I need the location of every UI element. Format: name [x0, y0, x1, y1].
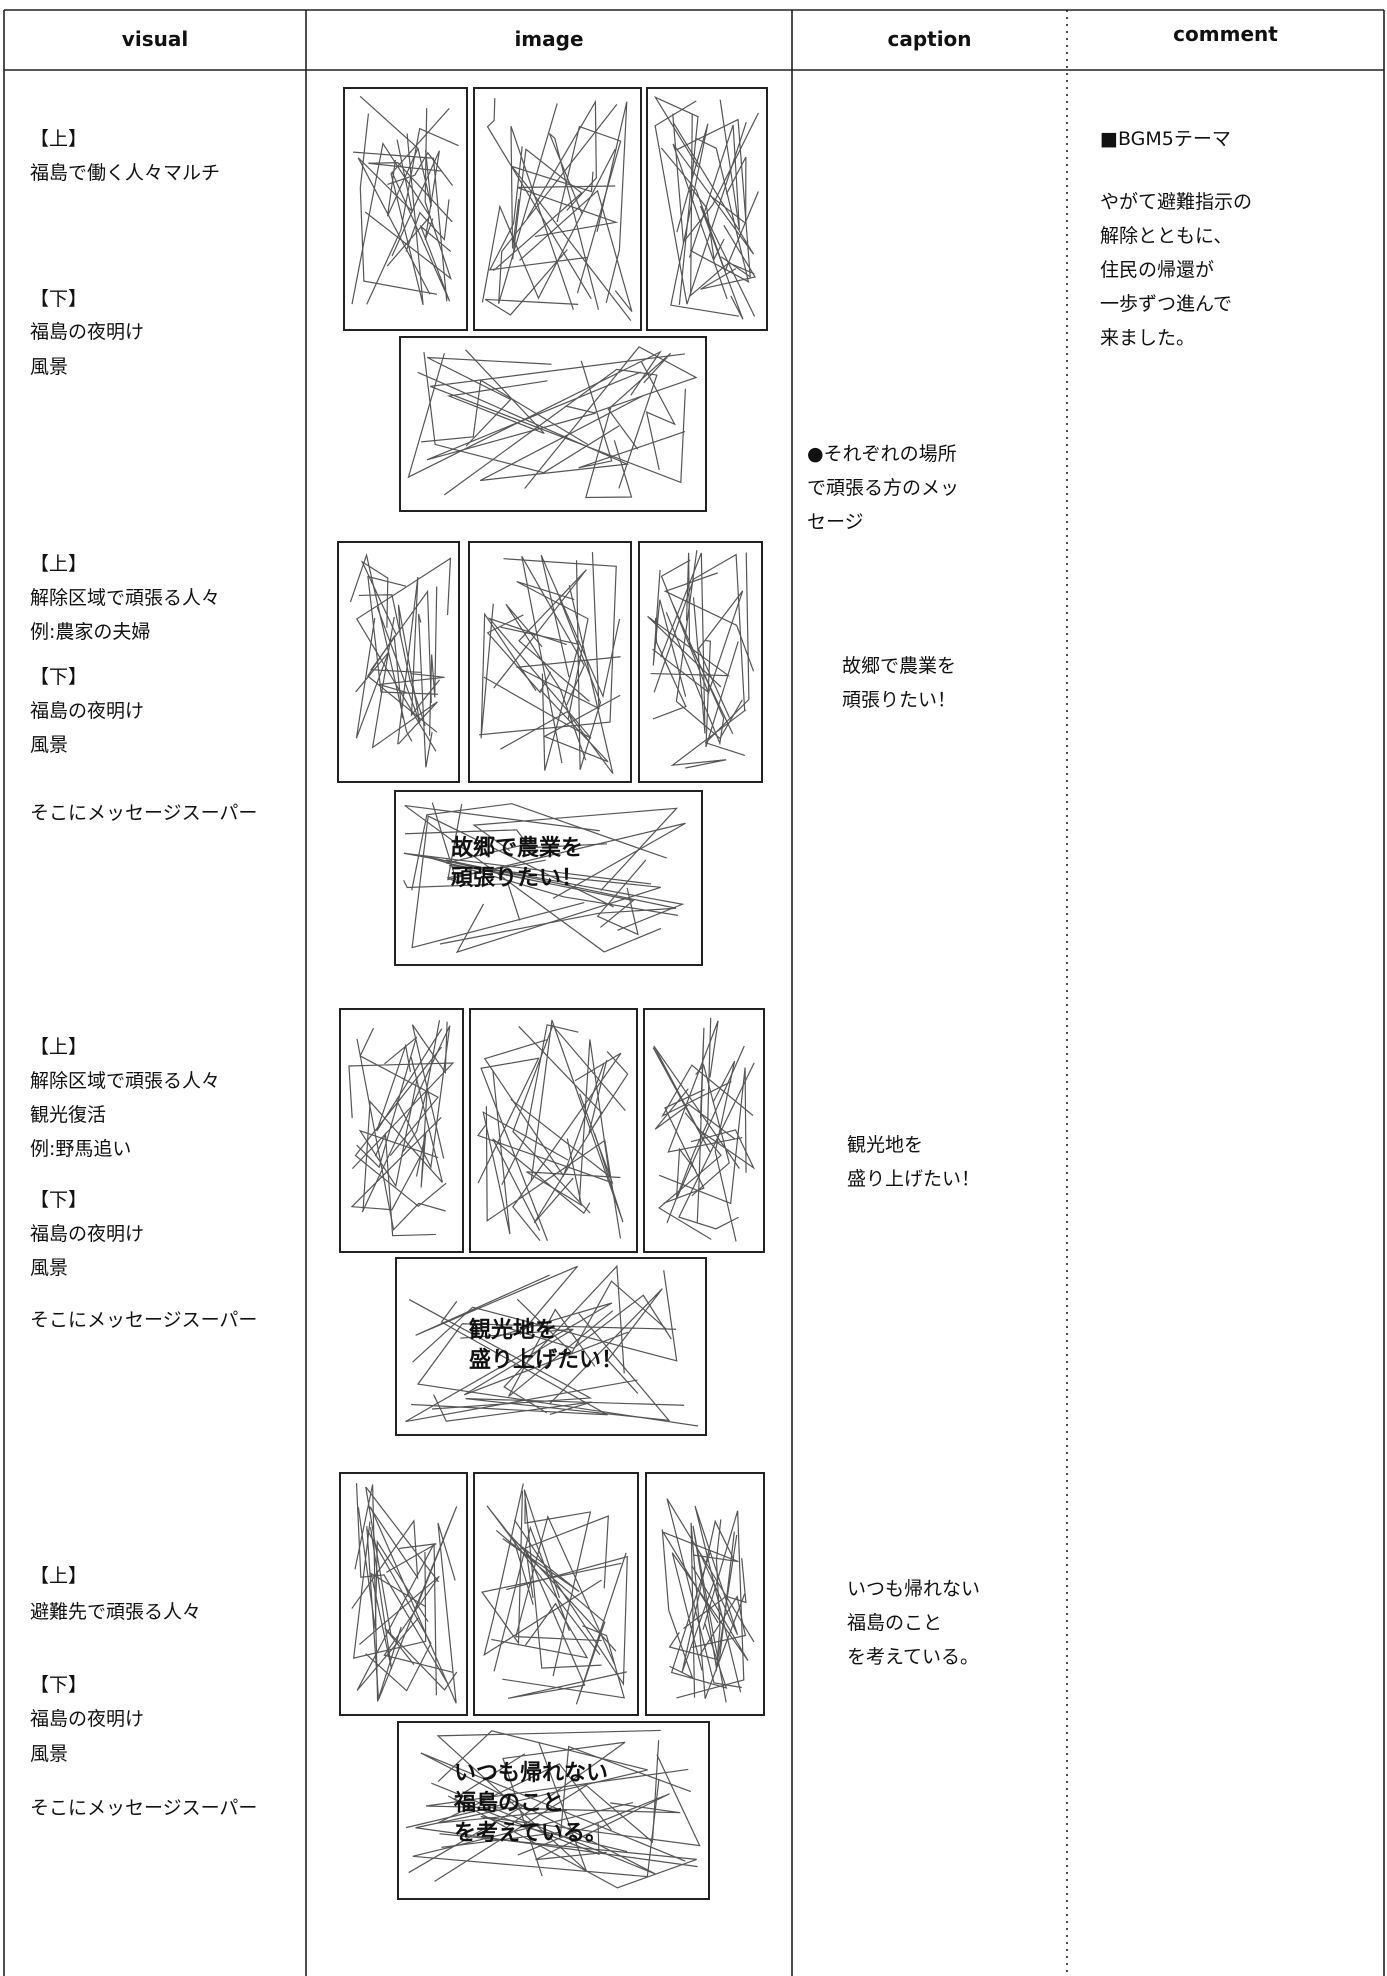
caption-text: 観光地を — [847, 1134, 924, 1156]
column-header: comment — [1173, 22, 1278, 46]
comment-text: ■BGM5テーマ — [1100, 128, 1231, 150]
visual-text: 福島の夜明け — [30, 321, 145, 343]
comment-text: 住民の帰還が — [1100, 259, 1215, 281]
visual-text: そこにメッセージスーパー — [30, 802, 258, 824]
comment-text: 来ました。 — [1100, 327, 1196, 349]
sketch-panel — [473, 87, 642, 331]
caption-text: 盛り上げたい！ — [847, 1168, 981, 1190]
visual-text: 【上】 — [30, 553, 88, 575]
super-text: 福島のこと — [454, 1791, 565, 1816]
visual-text: そこにメッセージスーパー — [30, 1797, 258, 1819]
visual-text: 例:農家の夫婦 — [30, 621, 151, 643]
sketch-panel — [339, 1472, 468, 1716]
sketch-panel — [469, 1008, 638, 1253]
caption-text: いつも帰れない — [847, 1578, 981, 1600]
visual-text: 福島で働く人々マルチ — [30, 162, 221, 184]
sketch-panel — [646, 87, 768, 331]
super-text: いつも帰れない — [454, 1761, 609, 1786]
visual-text: 【下】 — [30, 288, 88, 310]
sketch-panel — [399, 336, 707, 512]
caption-text: 福島のこと — [847, 1612, 943, 1634]
visual-text: 【下】 — [30, 666, 88, 688]
caption-text: セージ — [807, 511, 864, 533]
sketch-panel — [643, 1008, 765, 1253]
sketch-panel — [397, 1721, 710, 1900]
comment-text: やがて避難指示の — [1100, 191, 1253, 213]
sketch-panel — [339, 1008, 464, 1253]
visual-text: 【下】 — [30, 1189, 88, 1211]
visual-text: 解除区域で頑張る人々 — [30, 1070, 221, 1092]
super-text: 盛り上げたい！ — [469, 1348, 624, 1373]
super-text: 頑張りたい！ — [451, 866, 584, 891]
super-text: 故郷で農業を — [451, 836, 584, 861]
sketch-panel — [395, 1257, 707, 1436]
caption-text: ●それぞれの場所 — [807, 443, 957, 465]
visual-text: 【上】 — [30, 1565, 88, 1587]
visual-text: 風景 — [30, 356, 69, 378]
caption-text: で頑張る方のメッ — [807, 477, 960, 499]
sketch-panel — [638, 541, 763, 783]
visual-text: 【上】 — [30, 128, 88, 150]
sketch-panel — [473, 1472, 639, 1716]
super-text: を考えている。 — [454, 1821, 607, 1846]
caption-text: 故郷で農業を — [842, 655, 957, 677]
visual-text: 風景 — [30, 1257, 69, 1279]
visual-text: 福島の夜明け — [30, 700, 145, 722]
visual-text: 避難先で頑張る人々 — [30, 1601, 202, 1623]
caption-text: 頑張りたい！ — [842, 689, 957, 711]
sketch-panel — [337, 541, 460, 783]
comment-text: 解除とともに、 — [1100, 225, 1233, 247]
visual-text: 風景 — [30, 1743, 69, 1765]
visual-text: 【上】 — [30, 1036, 88, 1058]
visual-text: 観光復活 — [30, 1104, 107, 1126]
column-header: caption — [887, 27, 972, 51]
sketch-panel — [645, 1472, 765, 1716]
visual-text: 例:野馬追い — [30, 1138, 132, 1160]
visual-text: そこにメッセージスーパー — [30, 1309, 258, 1331]
visual-text: 風景 — [30, 734, 69, 756]
caption-text: を考えている。 — [847, 1646, 980, 1668]
sketch-panel — [468, 541, 632, 783]
column-header: visual — [121, 27, 189, 51]
visual-text: 解除区域で頑張る人々 — [30, 587, 221, 609]
visual-text: 福島の夜明け — [30, 1708, 145, 1730]
super-text: 観光地を — [469, 1318, 558, 1343]
visual-text: 福島の夜明け — [30, 1223, 145, 1245]
column-header: image — [514, 27, 584, 51]
sketch-panel — [394, 790, 703, 966]
comment-text: 一歩ずつ進んで — [1100, 293, 1233, 315]
visual-text: 【下】 — [30, 1674, 88, 1696]
sketch-panel — [343, 87, 468, 331]
